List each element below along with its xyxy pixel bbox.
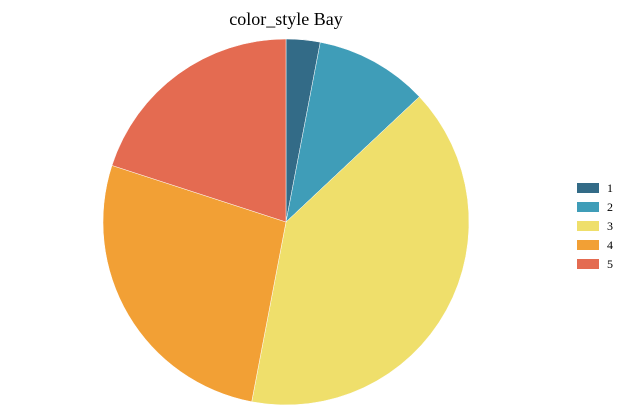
legend-label-3: 3	[607, 219, 613, 233]
legend: 1 2 3 4 5	[577, 181, 613, 271]
legend-swatch-3	[577, 221, 599, 231]
legend-label-4: 4	[607, 238, 613, 252]
pie-slice-2	[285, 41, 420, 223]
pie-slices	[102, 38, 470, 406]
chart-title: color_style Bay	[229, 9, 342, 29]
legend-label-5: 5	[607, 257, 613, 271]
pie-slice-3	[251, 96, 470, 406]
legend-swatch-5	[577, 259, 599, 269]
legend-swatch-1	[577, 183, 599, 193]
pie-slice-4	[102, 165, 287, 403]
legend-swatch-2	[577, 202, 599, 212]
legend-swatch-4	[577, 240, 599, 250]
legend-label-1: 1	[607, 181, 613, 195]
pie-slice-5	[111, 38, 287, 223]
legend-label-2: 2	[607, 200, 613, 214]
